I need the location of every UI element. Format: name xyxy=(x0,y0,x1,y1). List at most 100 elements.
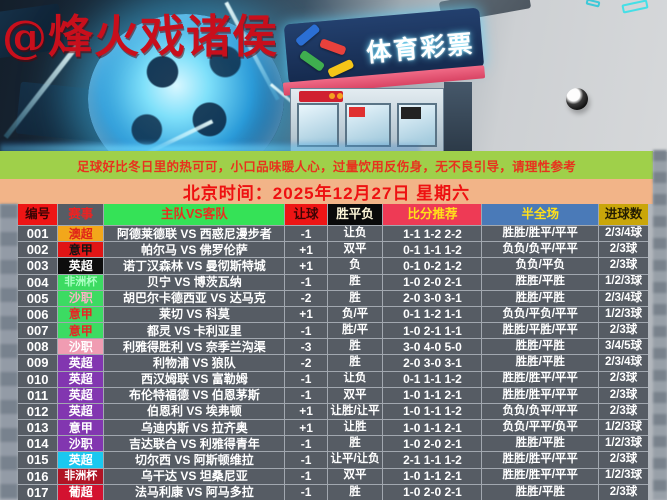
table-row: 006 意甲 莱切 VS 科莫 +1 负/平 0-1 1-2 1-1 负负/平负… xyxy=(18,306,649,323)
match-teams: 切尔西 VS 阿斯顿维拉 xyxy=(104,452,285,468)
shop-window xyxy=(297,103,339,147)
half-full-pick: 胜胜/平胜/平平 xyxy=(482,323,599,339)
handicap-value: -1 xyxy=(285,436,327,452)
table-row: 004 非洲杯 贝宁 VS 博茨瓦纳 -1 胜 1-0 2-0 2-1 胜胜/平… xyxy=(18,274,649,290)
score-predictions: 1-0 2-0 2-1 xyxy=(383,436,482,452)
notice-text: 足球好比冬日里的热可可，小口品味暖人心，过量饮用反伤身，无不良引导，请理性参考 xyxy=(76,159,577,174)
match-number: 010 xyxy=(18,371,58,387)
match-teams: 帕尔马 VS 佛罗伦萨 xyxy=(104,242,285,258)
goals-pick: 2/3球 xyxy=(599,452,649,468)
score-predictions: 1-0 2-1 1-1 xyxy=(383,323,482,339)
col-header-scores: 比分推荐 xyxy=(383,204,482,225)
half-full-pick: 负负/负平/平平 xyxy=(482,242,599,258)
handicap-value: +1 xyxy=(285,403,327,420)
goals-pick: 1/2/3球 xyxy=(599,468,649,484)
handicap-value: -1 xyxy=(285,226,327,242)
match-number: 007 xyxy=(18,323,58,339)
score-predictions: 3-0 4-0 5-0 xyxy=(383,339,482,355)
league-badge: 意甲 xyxy=(58,306,104,323)
left-edge-blur xyxy=(0,204,18,500)
wdl-pick: 让胜 xyxy=(327,420,383,436)
match-teams: 法马利康 VS 阿马多拉 xyxy=(104,484,285,500)
league-badge: 沙职 xyxy=(58,436,104,452)
wdl-pick: 双平 xyxy=(327,468,383,484)
match-teams: 利雅得胜利 VS 奈季兰沟渠 xyxy=(104,339,285,355)
wdl-pick: 胜 xyxy=(327,339,383,355)
lottery-logo-icon xyxy=(327,58,355,78)
score-predictions: 1-1 1-2 2-2 xyxy=(383,226,482,242)
small-soccer-ball xyxy=(566,88,588,110)
goals-pick: 2/3/4球 xyxy=(599,290,649,306)
wdl-pick: 胜 xyxy=(327,436,383,452)
score-predictions: 2-0 3-0 3-1 xyxy=(383,355,482,371)
score-predictions: 2-1 1-1 1-2 xyxy=(383,452,482,468)
handicap-value: -2 xyxy=(285,355,327,371)
header-photo: 体育彩票 @烽火戏诸侯 xyxy=(0,0,667,210)
match-number: 004 xyxy=(18,274,58,290)
col-header-league: 赛事 xyxy=(58,204,104,225)
half-full-pick: 胜胜/胜平/平平 xyxy=(482,452,599,468)
match-teams: 莱切 VS 科莫 xyxy=(104,306,285,323)
handicap-value: +1 xyxy=(285,420,327,436)
match-number: 003 xyxy=(18,258,58,274)
match-number: 016 xyxy=(18,468,58,484)
handicap-value: +1 xyxy=(285,258,327,274)
score-predictions: 1-0 1-1 2-1 xyxy=(383,468,482,484)
goals-pick: 2/3球 xyxy=(599,258,649,274)
league-badge: 意甲 xyxy=(58,242,104,258)
score-predictions: 0-1 1-1 1-2 xyxy=(383,371,482,387)
table-row: 008 沙职 利雅得胜利 VS 奈季兰沟渠 -3 胜 3-0 4-0 5-0 胜… xyxy=(18,339,649,355)
goals-pick: 1/2/3球 xyxy=(599,420,649,436)
decor-glyph xyxy=(621,0,649,14)
league-badge: 非洲杯 xyxy=(58,274,104,290)
match-number: 009 xyxy=(18,355,58,371)
match-number: 012 xyxy=(18,403,58,420)
table-row: 001 澳超 阿德莱德联 VS 西惑尼漫步者 -1 让负 1-1 1-2 2-2… xyxy=(18,226,649,242)
half-full-pick: 胜胜/平胜 xyxy=(482,339,599,355)
table-row: 002 意甲 帕尔马 VS 佛罗伦萨 +1 双平 0-1 1-1 1-2 负负/… xyxy=(18,242,649,258)
score-predictions: 0-1 1-1 1-2 xyxy=(383,242,482,258)
right-edge-blur xyxy=(653,150,667,500)
col-header-wdl: 胜平负 xyxy=(327,204,383,225)
match-teams: 利物浦 VS 狼队 xyxy=(104,355,285,371)
goals-pick: 2/3/4球 xyxy=(599,355,649,371)
match-number: 017 xyxy=(18,484,58,500)
banner-dot xyxy=(337,93,343,99)
lottery-logo-icon xyxy=(294,23,321,47)
league-badge: 英超 xyxy=(58,387,104,403)
shopfront xyxy=(290,88,444,152)
match-number: 015 xyxy=(18,452,58,468)
match-teams: 吉达联合 VS 利雅得青年 xyxy=(104,436,285,452)
lottery-logo-icon xyxy=(319,38,347,56)
goals-pick: 1/2/3球 xyxy=(599,274,649,290)
handicap-value: -1 xyxy=(285,468,327,484)
half-full-pick: 胜胜/胜平/平平 xyxy=(482,387,599,403)
decor-glyph xyxy=(585,0,601,8)
match-number: 001 xyxy=(18,226,58,242)
goals-pick: 2/3球 xyxy=(599,371,649,387)
matches-table: 编号 赛事 主队VS客队 让球 胜平负 比分推荐 半全场 进球数 001 澳超 … xyxy=(18,204,649,500)
match-number: 013 xyxy=(18,420,58,436)
score-predictions: 1-0 1-1 2-1 xyxy=(383,420,482,436)
league-badge: 英超 xyxy=(58,258,104,274)
handicap-value: -1 xyxy=(285,452,327,468)
col-header-half-full: 半全场 xyxy=(482,204,599,225)
goals-pick: 3/4/5球 xyxy=(599,339,649,355)
wdl-pick: 胜 xyxy=(327,484,383,500)
league-badge: 英超 xyxy=(58,452,104,468)
match-number: 005 xyxy=(18,290,58,306)
wdl-pick: 让平/让负 xyxy=(327,452,383,468)
match-number: 008 xyxy=(18,339,58,355)
wdl-pick: 负 xyxy=(327,258,383,274)
col-header-handicap: 让球 xyxy=(285,204,327,225)
table-row: 013 意甲 乌迪内斯 VS 拉齐奥 +1 让胜 1-0 1-1 2-1 负负/… xyxy=(18,420,649,436)
half-full-pick: 负负/平负 xyxy=(482,258,599,274)
col-header-teams: 主队VS客队 xyxy=(104,204,285,225)
goals-pick: 2/3球 xyxy=(599,403,649,420)
table-row: 010 英超 西汉姆联 VS 富勒姆 -1 让负 0-1 1-1 1-2 胜胜/… xyxy=(18,371,649,387)
goals-pick: 2/3球 xyxy=(599,484,649,500)
half-full-pick: 胜胜/平胜 xyxy=(482,436,599,452)
league-badge: 沙职 xyxy=(58,290,104,306)
league-badge: 葡超 xyxy=(58,484,104,500)
table-row: 012 英超 伯恩利 VS 埃弗顿 +1 让胜/让平 1-0 1-1 1-2 负… xyxy=(18,403,649,420)
